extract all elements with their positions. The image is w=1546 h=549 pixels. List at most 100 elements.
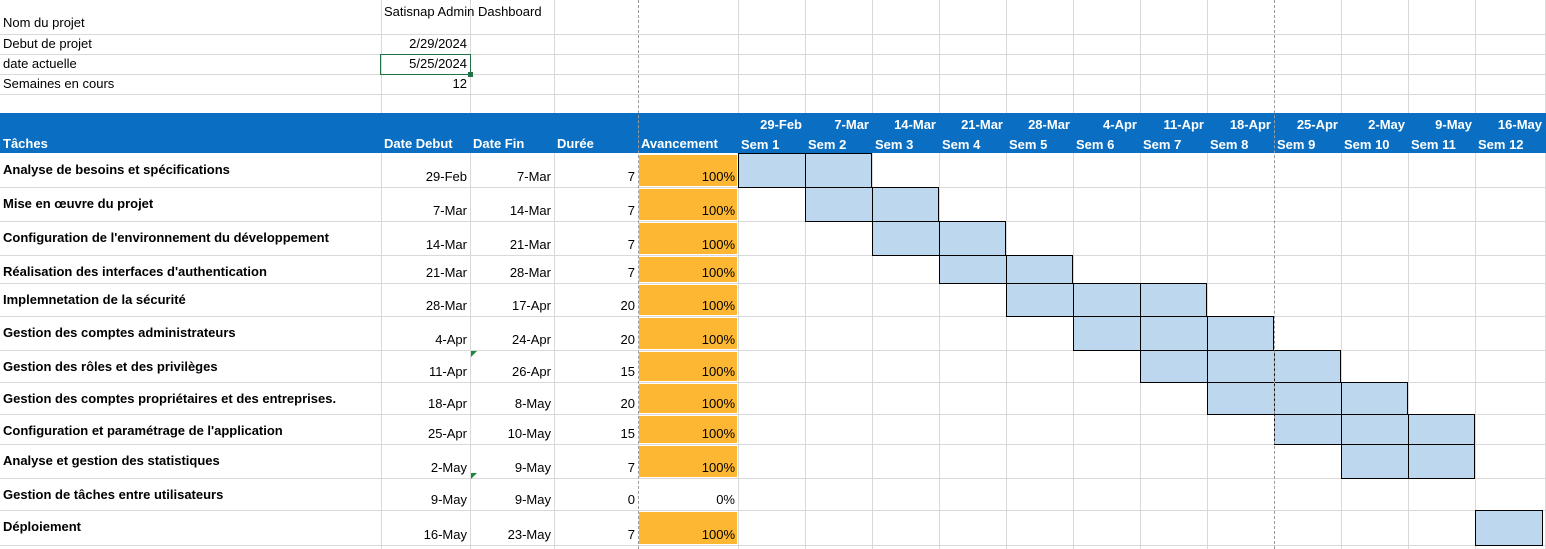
week-label-header[interactable]: Sem 10: [1344, 137, 1390, 152]
header-duration[interactable]: Durée: [557, 136, 594, 151]
task-duration[interactable]: 7: [627, 265, 635, 280]
task-progress[interactable]: 0%: [716, 492, 735, 507]
task-name[interactable]: Analyse et gestion des statistiques: [3, 453, 220, 468]
fill-handle[interactable]: [468, 72, 473, 77]
week-date-header[interactable]: 25-Apr: [1296, 117, 1338, 132]
task-start-date[interactable]: 14-Mar: [425, 237, 467, 252]
week-label-header[interactable]: Sem 11: [1411, 137, 1456, 152]
week-label-header[interactable]: Sem 12: [1478, 137, 1524, 152]
week-date-header[interactable]: 4-Apr: [1103, 117, 1137, 132]
task-name[interactable]: Analyse de besoins et spécifications: [3, 162, 230, 177]
task-start-date[interactable]: 9-May: [430, 492, 467, 507]
task-name[interactable]: Configuration et paramétrage de l'applic…: [3, 423, 283, 438]
progress-bar: [639, 318, 737, 349]
task-name[interactable]: Réalisation des interfaces d'authenticat…: [3, 264, 267, 279]
header-start-date[interactable]: Date Debut: [384, 136, 453, 151]
task-progress[interactable]: 100%: [701, 460, 735, 475]
task-duration[interactable]: 20: [620, 396, 635, 411]
task-start-date[interactable]: 28-Mar: [425, 298, 467, 313]
comment-indicator[interactable]: [471, 351, 477, 357]
week-label-header[interactable]: Sem 7: [1143, 137, 1182, 152]
progress-bar: [639, 155, 737, 186]
task-duration[interactable]: 7: [627, 237, 635, 252]
task-name[interactable]: Configuration de l'environnement du déve…: [3, 230, 329, 245]
task-start-date[interactable]: 7-Mar: [433, 203, 467, 218]
week-label-header[interactable]: Sem 9: [1277, 137, 1316, 152]
week-date-header[interactable]: 11-Apr: [1163, 117, 1204, 132]
comment-indicator[interactable]: [471, 473, 477, 479]
task-start-date[interactable]: 16-May: [423, 527, 467, 542]
task-start-date[interactable]: 2-May: [430, 460, 467, 475]
task-end-date[interactable]: 26-Apr: [511, 364, 551, 379]
task-progress[interactable]: 100%: [701, 237, 735, 252]
task-progress[interactable]: 100%: [701, 169, 735, 184]
task-end-date[interactable]: 9-May: [514, 460, 551, 475]
task-name[interactable]: Mise en œuvre du projet: [3, 196, 154, 211]
task-name[interactable]: Gestion de tâches entre utilisateurs: [3, 487, 224, 502]
task-start-date[interactable]: 21-Mar: [425, 265, 467, 280]
task-end-date[interactable]: 9-May: [514, 492, 551, 507]
task-duration[interactable]: 7: [627, 169, 635, 184]
week-date-header[interactable]: 18-Apr: [1229, 117, 1271, 132]
project-name-value[interactable]: Satisnap Admin Dashboard: [384, 4, 542, 19]
task-end-date[interactable]: 10-May: [507, 426, 551, 441]
task-progress[interactable]: 100%: [701, 203, 735, 218]
week-label-header[interactable]: Sem 3: [875, 137, 914, 152]
task-end-date[interactable]: 23-May: [507, 527, 551, 542]
week-date-header[interactable]: 2-May: [1368, 117, 1405, 132]
task-end-date[interactable]: 21-Mar: [509, 237, 551, 252]
task-duration[interactable]: 0: [627, 492, 635, 507]
task-duration[interactable]: 20: [620, 298, 635, 313]
task-start-date[interactable]: 29-Feb: [425, 169, 467, 184]
task-progress[interactable]: 100%: [701, 364, 735, 379]
week-label-header[interactable]: Sem 1: [741, 137, 780, 152]
selected-cell-outline[interactable]: [380, 54, 471, 75]
week-date-header[interactable]: 9-May: [1435, 117, 1472, 132]
task-end-date[interactable]: 17-Apr: [511, 298, 551, 313]
week-date-header[interactable]: 14-Mar: [894, 117, 936, 132]
task-progress[interactable]: 100%: [701, 332, 735, 347]
weeks-value[interactable]: 12: [452, 76, 467, 91]
task-name[interactable]: Déploiement: [3, 519, 82, 534]
week-date-header[interactable]: 21-Mar: [961, 117, 1003, 132]
project-name-label: Nom du projet: [3, 15, 85, 30]
week-date-header[interactable]: 16-May: [1497, 117, 1542, 132]
task-start-date[interactable]: 4-Apr: [435, 332, 467, 347]
task-end-date[interactable]: 24-Apr: [511, 332, 551, 347]
task-progress[interactable]: 100%: [701, 265, 735, 280]
task-name[interactable]: Gestion des comptes propriétaires et des…: [3, 391, 337, 406]
task-progress[interactable]: 100%: [701, 527, 735, 542]
task-name[interactable]: Implemnetation de la sécurité: [3, 292, 186, 307]
week-label-header[interactable]: Sem 8: [1210, 137, 1249, 152]
task-end-date[interactable]: 14-Mar: [509, 203, 551, 218]
task-duration[interactable]: 20: [620, 332, 635, 347]
week-label-header[interactable]: Sem 2: [808, 137, 847, 152]
header-task[interactable]: Tâches: [3, 136, 48, 151]
task-duration[interactable]: 7: [627, 203, 635, 218]
week-date-header[interactable]: 28-Mar: [1028, 117, 1070, 132]
task-end-date[interactable]: 7-Mar: [517, 169, 551, 184]
task-duration[interactable]: 15: [620, 426, 635, 441]
task-end-date[interactable]: 8-May: [514, 396, 551, 411]
task-progress[interactable]: 100%: [701, 426, 735, 441]
task-start-date[interactable]: 25-Apr: [427, 426, 467, 441]
current-date-value[interactable]: 5/25/2024: [409, 56, 467, 71]
header-progress[interactable]: Avancement: [641, 136, 718, 151]
header-end-date[interactable]: Date Fin: [473, 136, 525, 151]
task-duration[interactable]: 7: [627, 527, 635, 542]
task-duration[interactable]: 15: [620, 364, 635, 379]
week-label-header[interactable]: Sem 4: [942, 137, 981, 152]
task-name[interactable]: Gestion des rôles et des privilèges: [3, 359, 218, 374]
task-progress[interactable]: 100%: [701, 396, 735, 411]
task-end-date[interactable]: 28-Mar: [509, 265, 551, 280]
week-date-header[interactable]: 7-Mar: [834, 117, 869, 132]
task-start-date[interactable]: 11-Apr: [428, 364, 467, 379]
task-progress[interactable]: 100%: [701, 298, 735, 313]
task-duration[interactable]: 7: [627, 460, 635, 475]
task-start-date[interactable]: 18-Apr: [427, 396, 467, 411]
task-name[interactable]: Gestion des comptes administrateurs: [3, 325, 236, 340]
week-date-header[interactable]: 29-Feb: [760, 117, 802, 132]
week-label-header[interactable]: Sem 5: [1009, 137, 1048, 152]
week-label-header[interactable]: Sem 6: [1076, 137, 1115, 152]
start-date-value[interactable]: 2/29/2024: [409, 36, 467, 51]
